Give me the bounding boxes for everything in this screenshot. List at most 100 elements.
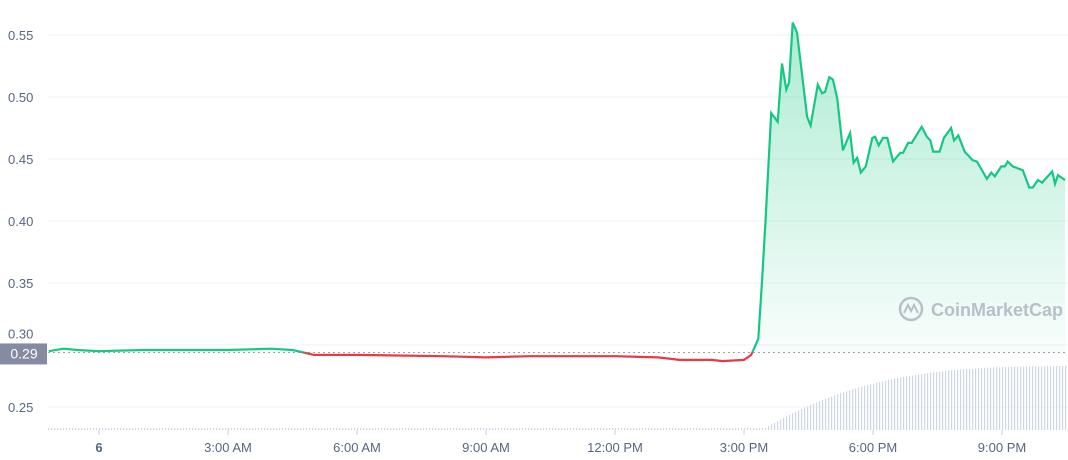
volume-bar — [870, 384, 872, 430]
volume-bar — [324, 428, 326, 430]
volume-bar — [729, 428, 731, 430]
volume-bar — [765, 428, 767, 430]
volume-bar — [975, 368, 977, 430]
volume-bar — [330, 428, 332, 430]
volume-bar — [552, 428, 554, 430]
volume-bar — [249, 428, 251, 430]
volume-bar — [162, 428, 164, 430]
volume-bar — [783, 417, 785, 430]
volume-bar — [1023, 366, 1025, 430]
reference-price-label-bg — [0, 343, 47, 365]
coinmarketcap-logo-icon — [898, 296, 924, 322]
volume-bar — [336, 428, 338, 430]
volume-bar — [1017, 366, 1019, 430]
volume-bar — [579, 428, 581, 430]
volume-bar — [252, 428, 254, 430]
price-line-up — [48, 22, 1066, 353]
volume-bar — [78, 428, 80, 430]
volume-bar — [744, 428, 746, 430]
volume-bar — [126, 428, 128, 430]
volume-bar — [837, 394, 839, 430]
volume-bar — [354, 428, 356, 430]
volume-bar — [123, 428, 125, 430]
volume-bar — [633, 428, 635, 430]
volume-bar — [1032, 366, 1034, 430]
volume-bar — [216, 428, 218, 430]
volume-bar — [180, 428, 182, 430]
volume-bar — [417, 428, 419, 430]
volume-bar — [81, 428, 83, 430]
volume-bar — [576, 428, 578, 430]
volume-bar — [345, 428, 347, 430]
volume-bar — [114, 428, 116, 430]
volume-bar — [657, 428, 659, 430]
x-axis: 6 3:00 AM 6:00 AM 9:00 AM 12:00 PM 3:00 PM 6:0… — [95, 430, 1026, 455]
volume-bar — [762, 428, 764, 430]
volume-bar — [612, 428, 614, 430]
volume-bar — [240, 428, 242, 430]
volume-bar — [441, 428, 443, 430]
x-tick-label: 6 — [95, 440, 102, 455]
volume-bar — [1014, 366, 1016, 430]
volume-bar — [213, 428, 215, 430]
volume-bar — [348, 428, 350, 430]
volume-bar — [591, 428, 593, 430]
volume-bar — [486, 428, 488, 430]
volume-bar — [534, 428, 536, 430]
volume-bar — [654, 428, 656, 430]
volume-bar — [165, 428, 167, 430]
volume-bar — [513, 428, 515, 430]
volume-bar — [852, 389, 854, 430]
volume-bar — [966, 369, 968, 430]
volume-bar — [300, 428, 302, 430]
volume-bar — [816, 402, 818, 430]
volume-bar — [462, 428, 464, 430]
volume-bar — [399, 428, 401, 430]
volume-bar — [843, 392, 845, 430]
volume-bar — [726, 428, 728, 430]
volume-bar — [855, 388, 857, 430]
volume-bar — [747, 428, 749, 430]
volume-bar — [63, 428, 65, 430]
volume-bar — [696, 428, 698, 430]
volume-bar — [588, 428, 590, 430]
volume-bar — [510, 428, 512, 430]
volume-bar — [495, 428, 497, 430]
volume-bar — [828, 397, 830, 430]
volume-bar — [48, 428, 50, 430]
volume-bar — [159, 428, 161, 430]
volume-bar — [474, 428, 476, 430]
volume-bar — [960, 369, 962, 430]
volume-bar — [603, 428, 605, 430]
volume-bar — [1062, 366, 1064, 430]
volume-bar — [282, 428, 284, 430]
volume-bar — [699, 428, 701, 430]
volume-bar — [741, 428, 743, 430]
volume-bar — [369, 428, 371, 430]
x-tick-label: 6:00 AM — [333, 440, 381, 455]
volume-bar — [645, 428, 647, 430]
volume-bar — [927, 373, 929, 430]
volume-bar — [873, 383, 875, 430]
volume-bar — [642, 428, 644, 430]
volume-bar — [540, 428, 542, 430]
volume-bar — [846, 391, 848, 430]
volume-bar — [723, 428, 725, 430]
volume-bar — [693, 428, 695, 430]
volume-bar — [288, 428, 290, 430]
volume-bar — [888, 379, 890, 430]
volume-bar — [963, 369, 965, 430]
volume-bar — [858, 387, 860, 430]
volume-bar — [72, 428, 74, 430]
volume-bar — [930, 372, 932, 430]
watermark-text: CoinMarketCap — [931, 300, 1063, 320]
volume-bar — [435, 428, 437, 430]
volume-bar — [318, 428, 320, 430]
x-tick-label: 6:00 PM — [849, 440, 897, 455]
volume-bar — [204, 428, 206, 430]
volume-bar — [333, 428, 335, 430]
volume-bar — [738, 428, 740, 430]
volume-bar — [156, 428, 158, 430]
